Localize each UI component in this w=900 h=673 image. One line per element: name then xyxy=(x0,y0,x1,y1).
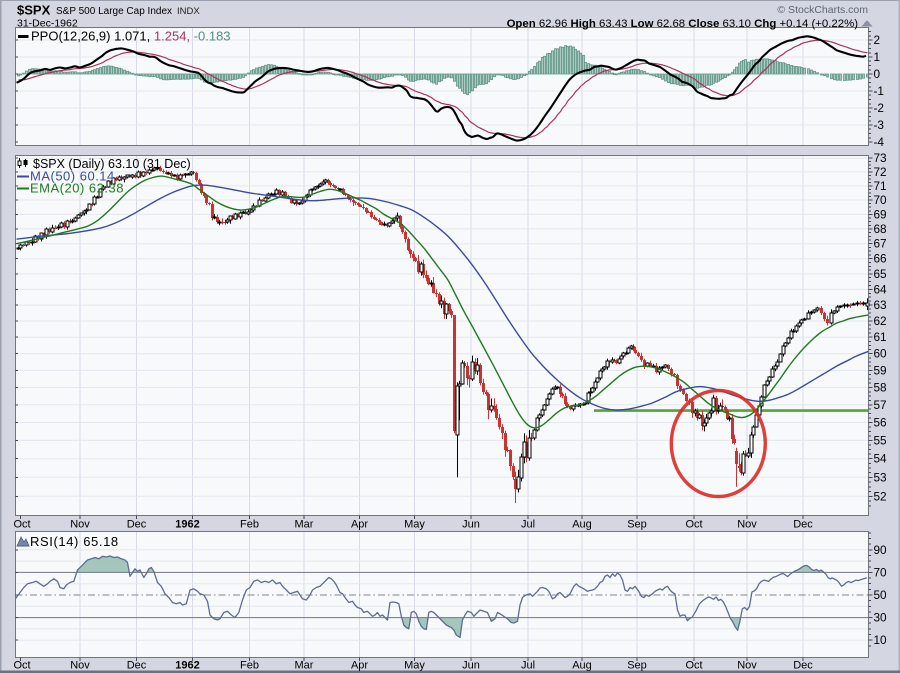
svg-text:Dec: Dec xyxy=(127,519,147,531)
svg-text:Sep: Sep xyxy=(627,519,647,531)
svg-text:68: 68 xyxy=(874,222,888,236)
svg-text:70: 70 xyxy=(874,565,888,579)
svg-text:56: 56 xyxy=(874,416,888,430)
svg-text:59: 59 xyxy=(874,363,887,377)
svg-text:53: 53 xyxy=(874,470,888,484)
svg-text:Open 62.96 High 63.43 Low 62.6: Open 62.96 High 63.43 Low 62.68 Close 63… xyxy=(507,18,859,30)
svg-text:52: 52 xyxy=(874,489,887,503)
svg-text:Feb: Feb xyxy=(240,519,259,531)
svg-text:$SPX (Daily) 63.10 (31 Dec): $SPX (Daily) 63.10 (31 Dec) xyxy=(33,157,191,171)
svg-text:May: May xyxy=(404,519,425,531)
svg-text:S&P 500 Large Cap Index: S&P 500 Large Cap Index xyxy=(56,6,172,17)
svg-text:65: 65 xyxy=(874,267,888,281)
svg-text:Mar: Mar xyxy=(295,519,314,531)
svg-text:58: 58 xyxy=(874,381,888,395)
svg-text:MA(50) 60.14: MA(50) 60.14 xyxy=(30,169,115,184)
svg-text:71: 71 xyxy=(874,179,887,193)
svg-text:Oct: Oct xyxy=(685,660,702,672)
svg-text:Aug: Aug xyxy=(572,519,592,531)
svg-text:Jun: Jun xyxy=(462,660,480,672)
svg-text:$SPX: $SPX xyxy=(17,3,51,18)
svg-text:64: 64 xyxy=(874,282,888,296)
svg-text:72: 72 xyxy=(874,165,887,179)
svg-text:10: 10 xyxy=(874,633,888,647)
svg-text:67: 67 xyxy=(874,237,887,251)
svg-text:1962: 1962 xyxy=(175,519,199,531)
svg-text:73: 73 xyxy=(874,151,888,165)
svg-text:Oct: Oct xyxy=(685,519,702,531)
svg-text:50: 50 xyxy=(874,588,888,602)
svg-text:31-Dec-1962: 31-Dec-1962 xyxy=(17,18,78,30)
svg-text:Dec: Dec xyxy=(793,519,813,531)
svg-text:-4: -4 xyxy=(874,135,885,149)
svg-text:Nov: Nov xyxy=(737,660,757,672)
svg-text:54: 54 xyxy=(874,452,888,466)
svg-text:0: 0 xyxy=(874,67,881,81)
svg-text:70: 70 xyxy=(874,193,888,207)
svg-text:Mar: Mar xyxy=(295,660,314,672)
svg-text:60: 60 xyxy=(874,347,888,361)
svg-text:-3: -3 xyxy=(874,118,885,132)
svg-text:Oct: Oct xyxy=(13,660,30,672)
svg-text:1962: 1962 xyxy=(175,660,199,672)
svg-text:Nov: Nov xyxy=(70,519,90,531)
svg-text:57: 57 xyxy=(874,398,887,412)
svg-text:1: 1 xyxy=(874,50,881,64)
svg-text:Jul: Jul xyxy=(521,519,535,531)
svg-text:Apr: Apr xyxy=(351,519,368,531)
svg-text:69: 69 xyxy=(874,207,887,221)
svg-text:© StockCharts.com: © StockCharts.com xyxy=(777,4,868,16)
svg-text:Dec: Dec xyxy=(793,660,813,672)
svg-text:INDX: INDX xyxy=(177,6,200,17)
svg-text:61: 61 xyxy=(874,330,887,344)
svg-text:30: 30 xyxy=(874,611,888,625)
svg-text:Dec: Dec xyxy=(127,660,147,672)
svg-text:May: May xyxy=(404,660,425,672)
svg-text:Apr: Apr xyxy=(351,660,368,672)
svg-text:Oct: Oct xyxy=(13,519,30,531)
svg-text:EMA(20) 62.38: EMA(20) 62.38 xyxy=(30,181,124,196)
svg-text:Jul: Jul xyxy=(521,660,535,672)
svg-text:PPO(12,26,9) 1.071, 1.254, -0.: PPO(12,26,9) 1.071, 1.254, -0.183 xyxy=(31,29,231,44)
svg-text:66: 66 xyxy=(874,252,888,266)
svg-text:-1: -1 xyxy=(874,84,885,98)
svg-text:62: 62 xyxy=(874,314,887,328)
svg-text:-2: -2 xyxy=(874,101,885,115)
svg-text:63: 63 xyxy=(874,298,888,312)
svg-text:Aug: Aug xyxy=(572,660,592,672)
svg-text:Sep: Sep xyxy=(627,660,647,672)
svg-text:2: 2 xyxy=(874,33,881,47)
svg-text:55: 55 xyxy=(874,433,888,447)
svg-text:Nov: Nov xyxy=(737,519,757,531)
svg-text:90: 90 xyxy=(874,543,888,557)
svg-text:RSI(14) 65.18: RSI(14) 65.18 xyxy=(30,534,119,549)
svg-text:Feb: Feb xyxy=(240,660,259,672)
svg-text:Nov: Nov xyxy=(70,660,90,672)
svg-text:Jun: Jun xyxy=(462,519,480,531)
